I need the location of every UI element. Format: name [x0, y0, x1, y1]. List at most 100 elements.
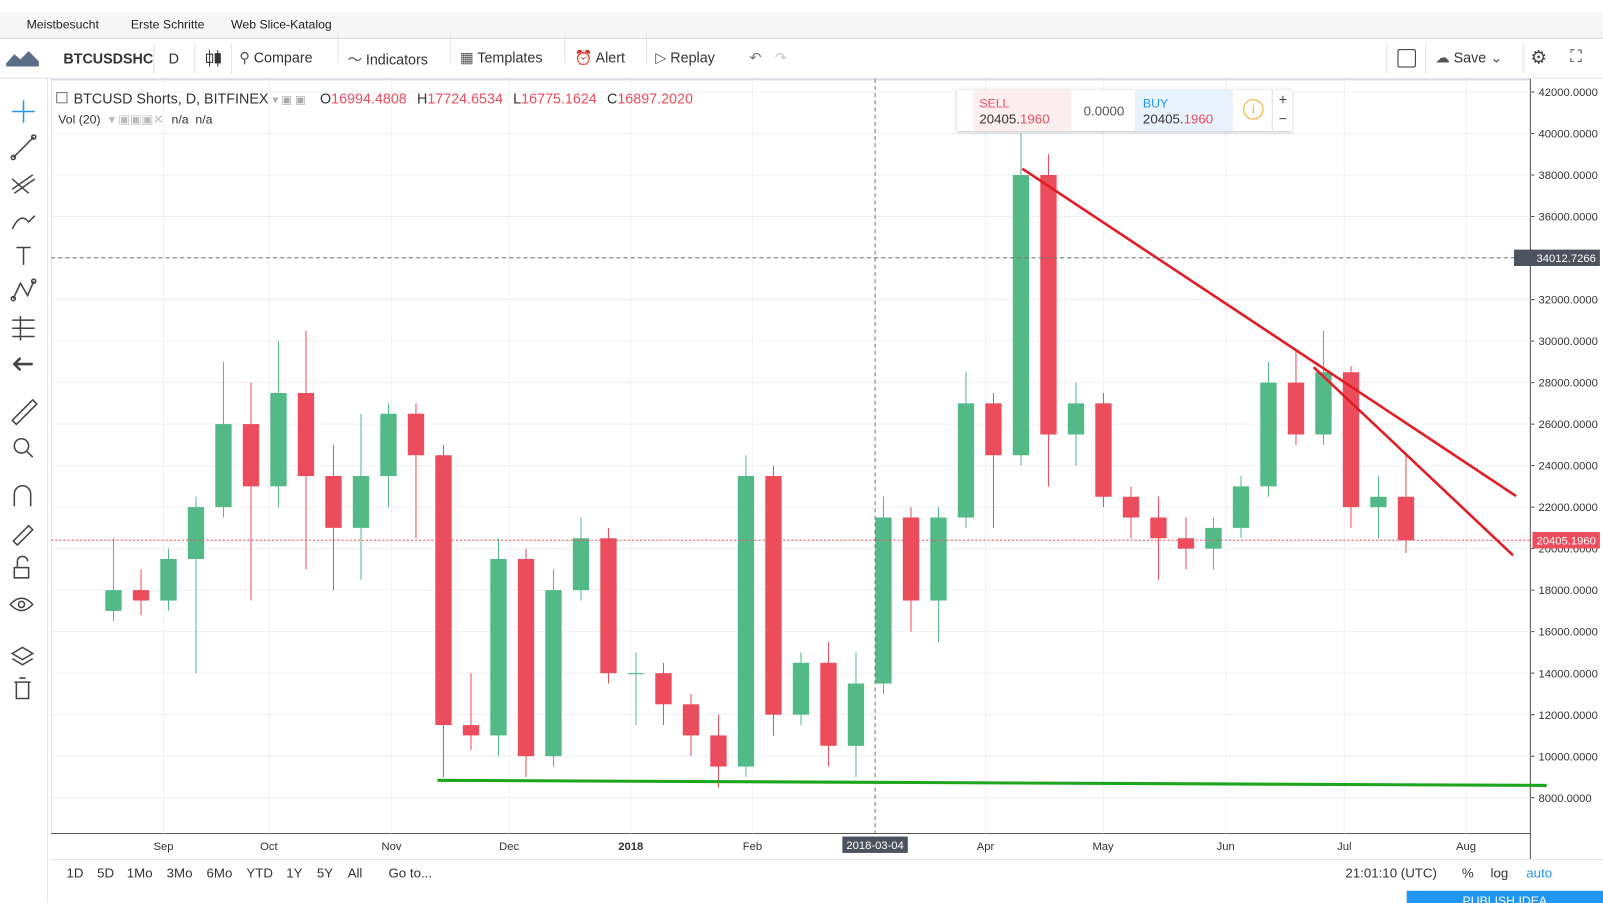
- settings-button[interactable]: ⚙: [1530, 47, 1547, 68]
- ohlc-value: 16897.2020: [617, 89, 693, 107]
- range-button[interactable]: 3Mo: [166, 865, 193, 881]
- volume-title: Vol (20): [58, 112, 101, 127]
- last-price-tag: [1532, 532, 1600, 549]
- candle-body: [1232, 486, 1250, 528]
- y-tick-label: 14000.0000: [1539, 668, 1598, 680]
- legend-title: BTCUSD Shorts, D, BITFINEX: [73, 89, 269, 107]
- toolbar-label: Templates: [477, 49, 543, 66]
- x-tick-label: Feb: [743, 841, 762, 853]
- save-button[interactable]: ☁ Save ⌄: [1435, 49, 1503, 66]
- ohlc-key: H: [416, 89, 428, 107]
- redo[interactable]: ↷: [774, 49, 787, 66]
- y-tick-label: 42000.0000: [1539, 87, 1598, 99]
- range-button[interactable]: 1Mo: [126, 865, 153, 881]
- drawing-tools[interactable]: [0, 79, 47, 713]
- candle-body: [875, 517, 892, 684]
- crosshair-date-label: 2018-03-04: [846, 840, 903, 852]
- separator: [449, 32, 451, 64]
- range-button[interactable]: YTD: [246, 865, 273, 881]
- candle-body: [847, 683, 865, 746]
- range-button[interactable]: 1D: [66, 865, 84, 881]
- y-tick-label: 8000.0000: [1539, 793, 1592, 805]
- y-tick-label: 28000.0000: [1539, 378, 1598, 390]
- chart-pane[interactable]: 8000.0000 10000.0000 12000.0000 14000.0000 1…: [51, 78, 1603, 860]
- range-button[interactable]: 1Y: [286, 865, 303, 881]
- candle-body: [737, 475, 755, 767]
- last-price-label: 20405.1960: [1537, 535, 1596, 547]
- candle-body: [1067, 403, 1085, 435]
- x-tick-label: Dec: [499, 841, 519, 853]
- fullscreen-button[interactable]: ⛶: [1570, 48, 1582, 66]
- toolbar-item[interactable]: ⏰ Alert: [574, 49, 625, 66]
- range-button[interactable]: 5Y: [316, 865, 334, 881]
- y-tick-label: 38000.0000: [1539, 170, 1598, 182]
- volume-value: n/a: [195, 112, 213, 127]
- ohlc-value: 16994.4808: [331, 89, 407, 107]
- candle-body: [820, 662, 837, 746]
- logo[interactable]: [0, 39, 47, 78]
- y-tick-label: 36000.0000: [1539, 212, 1598, 224]
- auto-toggle[interactable]: auto: [1526, 865, 1553, 881]
- ohlc-key: C: [606, 89, 618, 107]
- sell-price-fraction: 1960: [1020, 111, 1050, 127]
- x-tick-label: 2018: [618, 841, 643, 853]
- candle-body: [1095, 403, 1112, 497]
- range-button[interactable]: 6Mo: [206, 865, 233, 881]
- layout-button[interactable]: [1397, 49, 1416, 68]
- range-button[interactable]: 5D: [97, 865, 115, 881]
- undo[interactable]: ↶: [749, 49, 762, 66]
- candle-body: [572, 538, 590, 591]
- candle-body: [682, 704, 700, 736]
- percent-toggle[interactable]: %: [1461, 865, 1474, 881]
- candle-body: [1122, 496, 1140, 518]
- x-tick-label: Apr: [977, 841, 995, 853]
- x-tick-label: Aug: [1456, 841, 1476, 853]
- sell-price: 20405.: [979, 111, 1021, 127]
- interval[interactable]: D: [168, 50, 180, 67]
- goto-button[interactable]: Go to...: [388, 865, 433, 881]
- candle-body: [902, 517, 920, 601]
- toolbar-item[interactable]: ▷ Replay: [655, 49, 715, 66]
- ohlc-key: O: [319, 89, 332, 107]
- y-tick-label: 22000.0000: [1539, 502, 1598, 514]
- toolbar-item[interactable]: ▦ Templates: [460, 49, 543, 66]
- toolbar-label: Alert: [595, 49, 625, 66]
- candle-body: [1342, 372, 1360, 508]
- candle-body: [435, 455, 452, 726]
- candle-body: [297, 392, 315, 476]
- candle-body: [1260, 382, 1277, 487]
- qty-stepper[interactable]: + −: [1271, 89, 1293, 131]
- range-button[interactable]: All: [347, 865, 363, 881]
- separator: [337, 32, 339, 64]
- bookmark[interactable]: Meistbesucht: [26, 17, 99, 32]
- candle-body: [985, 403, 1002, 456]
- collapse-toggle[interactable]: [56, 92, 68, 104]
- candle-body: [1370, 496, 1387, 508]
- bookmark[interactable]: Web Slice-Katalog: [231, 17, 332, 32]
- candle-body: [517, 559, 535, 757]
- crosshair-price-tag: [1514, 249, 1600, 266]
- publish-button[interactable]: PUBLISH IDEA: [1406, 890, 1603, 903]
- info-icon[interactable]: i: [1243, 99, 1264, 120]
- spread: 0.0000: [1083, 103, 1125, 119]
- candle-body: [765, 475, 782, 715]
- candle-body: [270, 392, 287, 487]
- candle-body: [490, 559, 507, 736]
- sell-button[interactable]: SELL 20405.1960: [973, 89, 1072, 131]
- buy-label: BUY: [1142, 96, 1169, 111]
- y-tick-label: 24000.0000: [1539, 461, 1598, 473]
- support-line: [437, 778, 1547, 787]
- x-tick-label: Sep: [154, 841, 174, 853]
- ohlc-key: L: [513, 89, 522, 107]
- toolbar-item[interactable]: ⚲ Compare: [239, 49, 313, 66]
- bookmark[interactable]: Erste Schritte: [130, 17, 205, 32]
- chart-style[interactable]: [204, 47, 222, 73]
- symbol[interactable]: BTCUSDSHC: [63, 50, 154, 67]
- candle-body: [1012, 175, 1030, 456]
- candle-body: [325, 475, 342, 528]
- toolbar-item[interactable]: 〜 Indicators: [347, 51, 428, 68]
- buy-button[interactable]: BUY 20405.1960: [1134, 89, 1233, 131]
- log-toggle[interactable]: log: [1490, 865, 1509, 881]
- candle-body: [792, 662, 810, 715]
